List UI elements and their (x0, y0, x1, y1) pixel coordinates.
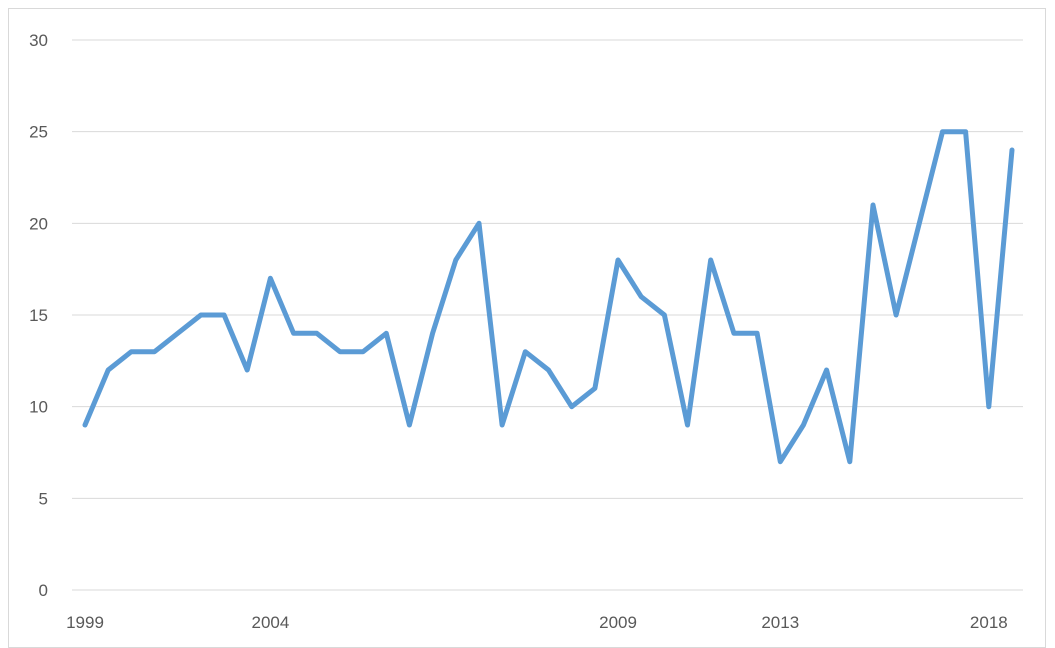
gridlines (72, 39, 1023, 591)
y-tick-label: 0 (39, 581, 48, 600)
y-axis: 0 5 10 15 20 25 30 (29, 31, 48, 600)
x-tick-label: 2009 (599, 613, 637, 632)
y-tick-label: 25 (29, 123, 48, 142)
y-tick-label: 20 (29, 214, 48, 233)
x-axis: 1999 2004 2009 2013 2018 (66, 613, 1008, 632)
x-tick-label: 2013 (761, 613, 799, 632)
series-layer (82, 129, 1015, 465)
y-tick-label: 15 (29, 306, 48, 325)
y-tick-label: 30 (29, 31, 48, 50)
series-line-0 (82, 129, 1015, 465)
y-tick-label: 5 (39, 489, 48, 508)
y-tick-label: 10 (29, 398, 48, 417)
x-tick-label: 2004 (251, 613, 289, 632)
x-tick-label: 1999 (66, 613, 104, 632)
x-tick-label: 2018 (970, 613, 1008, 632)
